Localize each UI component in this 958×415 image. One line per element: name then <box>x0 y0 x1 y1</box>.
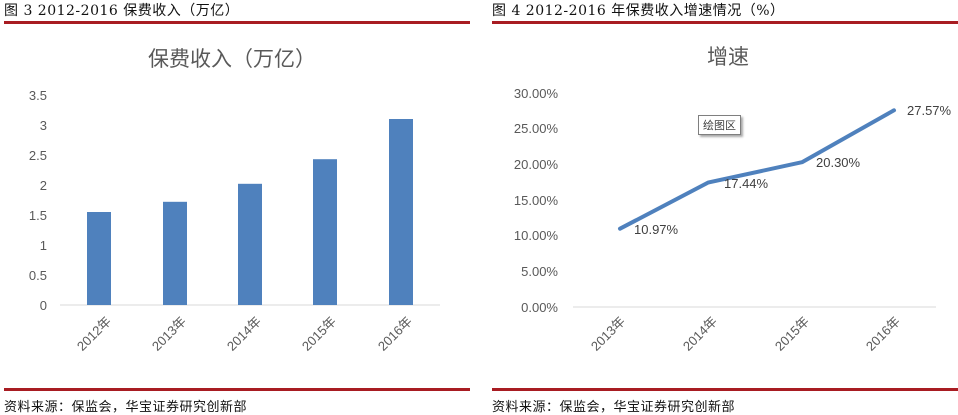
x-axis-labels: 2013年 2014年 2015年 2016年 <box>588 314 903 354</box>
svg-text:2015年: 2015年 <box>299 314 339 354</box>
svg-text:2: 2 <box>40 178 47 193</box>
figure-3-source: 资料来源：保监会，华宝证券研究创新部 <box>4 400 248 415</box>
plot-area-tooltip: 绘图区 <box>698 115 741 135</box>
premium-income-bar-chart: 保费收入（万亿） 0 0.5 1 1.5 2 2.5 3 3.5 2012年 2… <box>29 48 440 354</box>
svg-text:1: 1 <box>40 238 47 253</box>
svg-text:0: 0 <box>40 298 47 313</box>
bar-2012年 <box>87 212 111 305</box>
svg-text:2013年: 2013年 <box>149 314 189 354</box>
source-rule <box>492 388 958 391</box>
caption-rule <box>492 21 958 24</box>
svg-text:10.97%: 10.97% <box>634 222 679 237</box>
svg-text:2016年: 2016年 <box>863 314 903 354</box>
x-axis-labels: 2012年 2013年 2014年 2015年 2016年 <box>74 314 415 354</box>
source-rule <box>4 388 470 391</box>
svg-text:2014年: 2014年 <box>680 314 720 354</box>
bar-2015年 <box>313 159 337 305</box>
bars <box>87 119 413 305</box>
svg-text:15.00%: 15.00% <box>514 193 559 208</box>
bar-2014年 <box>238 183 262 305</box>
figure-3-panel: 图 3 2012-2016 保费收入（万亿） 保费收入（万亿） 0 0.5 1 … <box>0 0 470 415</box>
svg-text:0.5: 0.5 <box>29 268 47 283</box>
caption-rule <box>4 21 470 24</box>
svg-text:2014年: 2014年 <box>224 314 264 354</box>
bar-2013年 <box>163 201 187 305</box>
svg-text:25.00%: 25.00% <box>514 121 559 136</box>
growth-line <box>618 108 896 231</box>
figure-4-panel: 图 4 2012-2016 年保费收入增速情况（%） 增速 0.00% 5.00… <box>488 0 958 415</box>
svg-text:2012年: 2012年 <box>74 314 114 354</box>
svg-text:30.00%: 30.00% <box>514 86 559 101</box>
svg-text:20.00%: 20.00% <box>514 157 559 172</box>
svg-text:10.00%: 10.00% <box>514 228 559 243</box>
figure-4-caption: 图 4 2012-2016 年保费收入增速情况（%） <box>492 3 785 19</box>
svg-text:5.00%: 5.00% <box>521 264 558 279</box>
y-axis-ticks: 0 0.5 1 1.5 2 2.5 3 3.5 <box>29 88 47 313</box>
figure-4-source: 资料来源：保监会，华宝证券研究创新部 <box>492 400 736 415</box>
svg-text:17.44%: 17.44% <box>724 176 769 191</box>
svg-text:2015年: 2015年 <box>772 314 812 354</box>
svg-text:1.5: 1.5 <box>29 208 47 223</box>
chart-title: 增速 <box>707 46 749 69</box>
svg-text:2016年: 2016年 <box>375 314 415 354</box>
svg-text:27.57%: 27.57% <box>907 103 952 118</box>
figure-3-caption: 图 3 2012-2016 保费收入（万亿） <box>4 3 240 19</box>
svg-text:3.5: 3.5 <box>29 88 47 103</box>
svg-text:3: 3 <box>40 118 47 133</box>
svg-text:2.5: 2.5 <box>29 148 47 163</box>
chart-title: 保费收入（万亿） <box>148 48 316 71</box>
bar-2016年 <box>389 119 413 305</box>
y-axis-ticks: 0.00% 5.00% 10.00% 15.00% 20.00% 25.00% … <box>514 86 559 315</box>
svg-text:0.00%: 0.00% <box>521 300 558 315</box>
svg-text:2013年: 2013年 <box>588 314 628 354</box>
data-labels: 10.97% 17.44% 20.30% 27.57% <box>634 103 952 237</box>
growth-rate-line-chart: 增速 0.00% 5.00% 10.00% 15.00% 20.00% 25.0… <box>514 46 952 354</box>
svg-text:20.30%: 20.30% <box>816 155 861 170</box>
